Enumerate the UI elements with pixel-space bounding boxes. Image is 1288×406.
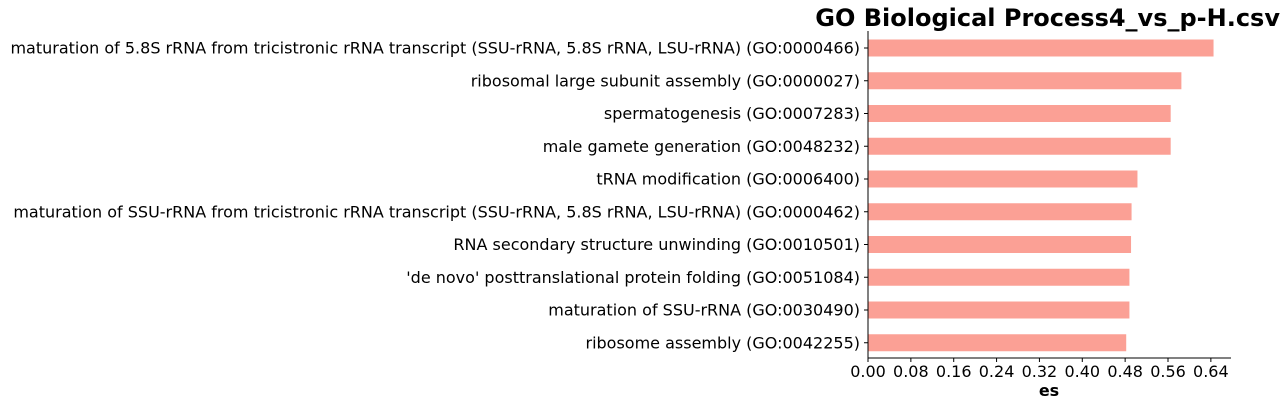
bar <box>868 170 1138 188</box>
x-tick-label: 0.16 <box>936 362 972 381</box>
x-tick-label: 0.08 <box>893 362 929 381</box>
x-ticks-group: 0.00 0.08 0.16 0.24 0.32 0.40 0.48 0.56 0.64 <box>850 358 1229 381</box>
x-tick-label: 0.32 <box>1022 362 1058 381</box>
bar <box>868 39 1214 57</box>
bar <box>868 72 1182 90</box>
bar <box>868 301 1130 319</box>
bar <box>868 334 1127 352</box>
category-label: 'de novo' posttranslational protein fold… <box>406 268 860 287</box>
x-tick-label: 0.00 <box>850 362 886 381</box>
x-axis-label: es <box>1039 381 1059 400</box>
bar <box>868 268 1130 286</box>
chart-title: GO Biological Process4_vs_p-H.csv <box>815 4 1280 32</box>
bars-group <box>868 39 1214 352</box>
category-label: maturation of 5.8S rRNA from tricistroni… <box>10 39 860 58</box>
category-label: ribosomal large subunit assembly (GO:000… <box>471 71 860 90</box>
x-tick-label: 0.40 <box>1064 362 1100 381</box>
x-tick-label: 0.48 <box>1107 362 1143 381</box>
category-label: maturation of SSU-rRNA (GO:0030490) <box>548 301 860 320</box>
category-label: male gamete generation (GO:0048232) <box>543 137 860 156</box>
bar <box>868 236 1132 253</box>
bar <box>868 203 1132 221</box>
bar <box>868 137 1171 155</box>
x-tick-label: 0.56 <box>1150 362 1186 381</box>
category-labels-group: maturation of 5.8S rRNA from tricistroni… <box>10 39 868 352</box>
category-label: tRNA modification (GO:0006400) <box>596 170 860 189</box>
category-label: spermatogenesis (GO:0007283) <box>604 104 860 123</box>
category-label: ribosome assembly (GO:0042255) <box>585 333 860 352</box>
bar <box>868 105 1171 122</box>
category-label: maturation of SSU-rRNA from tricistronic… <box>13 202 860 221</box>
x-tick-label: 0.64 <box>1193 362 1229 381</box>
x-tick-label: 0.24 <box>979 362 1015 381</box>
category-label: RNA secondary structure unwinding (GO:00… <box>453 235 860 254</box>
